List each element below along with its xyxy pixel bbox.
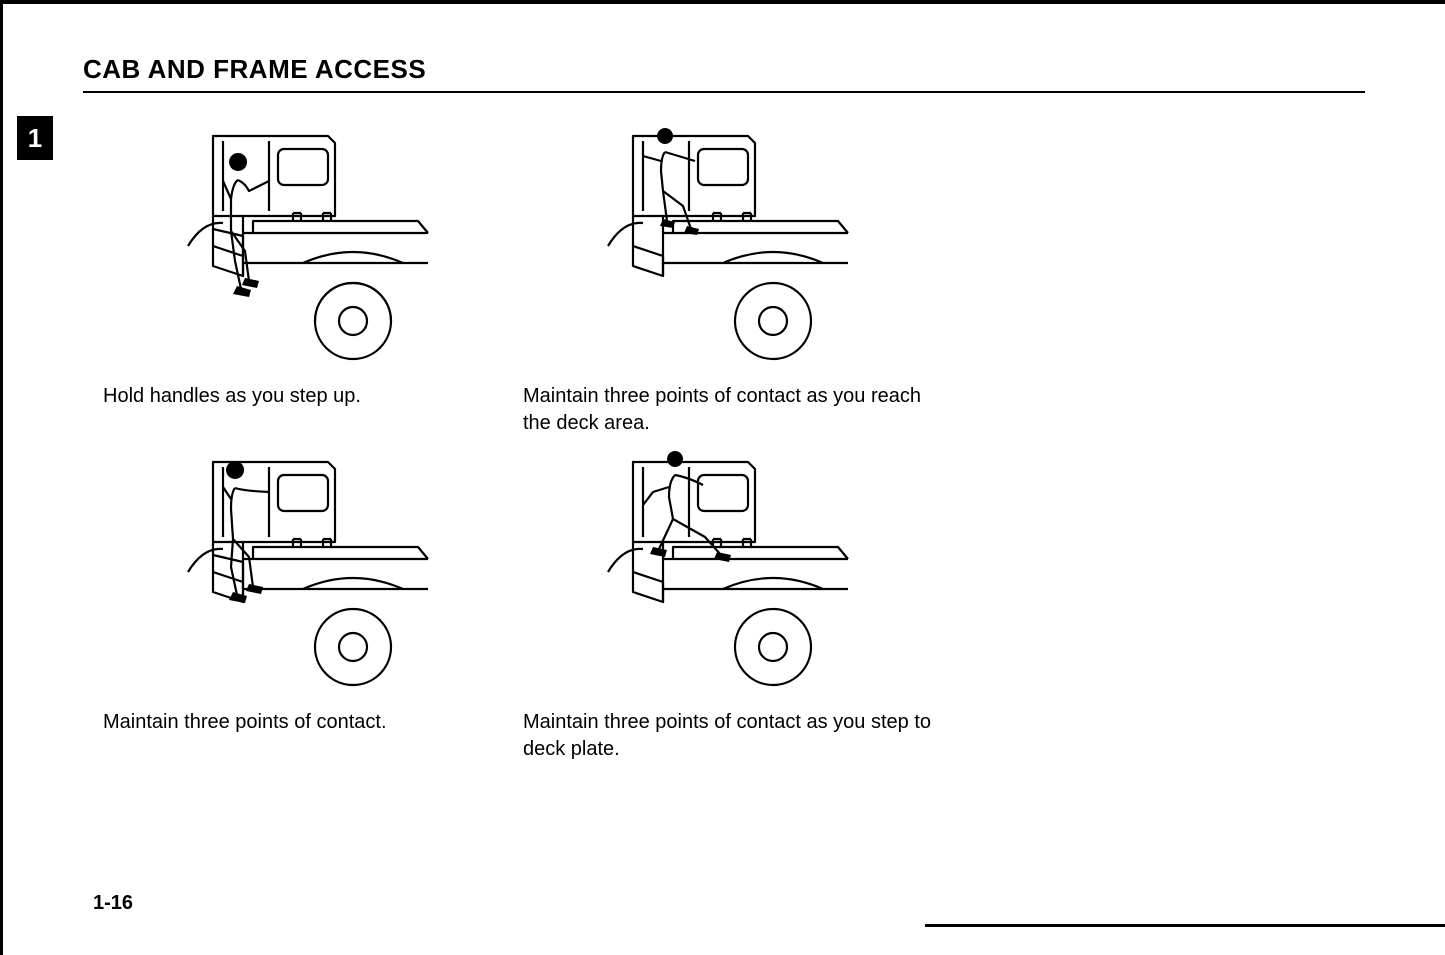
figure-grid: Hold handles as you step up. <box>103 121 1365 763</box>
truck-three-point-illustration <box>183 447 433 687</box>
truck-reach-deck-illustration <box>603 121 853 361</box>
figure-caption: Hold handles as you step up. <box>103 383 503 410</box>
figure-cell: Hold handles as you step up. <box>103 121 503 437</box>
section-tab: 1 <box>17 116 53 160</box>
figure-caption: Maintain three points of contact as you … <box>523 383 943 437</box>
page-number: 1-16 <box>93 892 133 915</box>
section-title: CAB AND FRAME ACCESS <box>83 54 1365 93</box>
figure-cell: Maintain three points of contact. <box>103 447 503 763</box>
figure-caption: Maintain three points of contact. <box>103 709 503 736</box>
truck-step-deck-illustration <box>603 447 853 687</box>
figure-cell: Maintain three points of contact as you … <box>523 121 943 437</box>
bottom-rule <box>925 924 1445 927</box>
truck-step-up-illustration <box>183 121 433 361</box>
figure-cell: Maintain three points of contact as you … <box>523 447 943 763</box>
figure-caption: Maintain three points of contact as you … <box>523 709 943 763</box>
